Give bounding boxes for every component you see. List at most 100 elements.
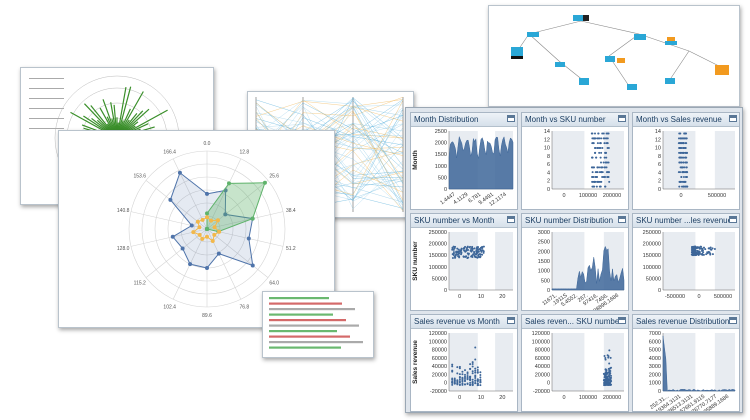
y-tick-label: 6 (547, 162, 550, 168)
scatter-point (599, 180, 602, 183)
scatter-point (453, 377, 456, 380)
scatter-point (480, 250, 483, 253)
maximize-icon[interactable] (618, 317, 626, 324)
scatter-point (471, 381, 474, 384)
matrix-panel-p21[interactable]: SKU number vs Month 250000 200000 150000 100… (410, 213, 518, 311)
matrix-panel-p13[interactable]: Month vs Sales revenue 14 12 10 8 6 4 2 0 0 500000 (632, 112, 740, 210)
scatter-point (694, 249, 697, 252)
maximize-icon[interactable] (729, 115, 737, 122)
polar-spike (116, 86, 127, 139)
scatter-point (474, 375, 477, 378)
matrix-panel-p12[interactable]: Month vs SKU number 14 12 10 8 6 4 2 0 0 100000 200… (521, 112, 629, 210)
scatter-point (685, 137, 688, 140)
scatter-point (592, 137, 595, 140)
matrix-panel-p31[interactable]: Sales revenue vs Month 120000 100000 80000 6… (410, 314, 518, 412)
scatter-point (461, 380, 464, 383)
scatter-point (600, 151, 603, 154)
scatter-point (685, 161, 688, 164)
scatter-point (467, 256, 470, 259)
panel-title: Month vs Sales revenue (633, 113, 739, 127)
maximize-icon[interactable] (729, 317, 737, 324)
radar-spoke (130, 211, 208, 230)
scatter-point (680, 161, 683, 164)
y-tick-label: 100000 (429, 339, 447, 345)
matrix-panel-p23[interactable]: SKU number ...les revenue 250000 200000 150… (632, 213, 740, 311)
scatter-point (451, 257, 454, 260)
scatter-point (460, 253, 463, 256)
panel-chart: 250000 200000 150000 100000 50000 0 0 10 20 SKU n… (412, 230, 513, 300)
radar-series-green-point (262, 180, 267, 185)
scatter-point (595, 185, 598, 188)
x-tick-label: 0 (562, 395, 565, 401)
scatter-point (685, 166, 688, 169)
matrix-panel-p22[interactable]: SKU number Distribution 3000 2500 2000 1500 1… (521, 213, 629, 311)
scatter-point (474, 358, 477, 361)
maximize-icon[interactable] (618, 216, 626, 223)
scatter-point (681, 151, 684, 154)
scatter-point (466, 372, 469, 375)
scatter-point (458, 367, 461, 370)
scatter-point (682, 185, 685, 188)
scatter-point (474, 382, 477, 385)
scatter-point (605, 156, 608, 159)
scatter-point (460, 247, 463, 250)
scatter-points (451, 245, 485, 260)
maximize-icon[interactable] (729, 216, 737, 223)
radar-spoke-label: 38.4 (286, 208, 296, 214)
scatter-point (599, 147, 602, 150)
plot-band (663, 333, 696, 391)
matrix-panel-p33[interactable]: Sales revenue Distribution 7000 6000 5000 40… (632, 314, 740, 412)
scatter-point (681, 156, 684, 159)
scatter-point (601, 176, 604, 179)
scatter-point (464, 380, 466, 383)
y-tick-label: 0 (444, 187, 447, 193)
maximize-icon[interactable] (507, 317, 515, 324)
scatter-point (479, 376, 482, 379)
panel-chart: 14 12 10 8 6 4 2 0 0 100000 200000 (544, 129, 624, 199)
scatter-point (604, 358, 607, 361)
scatter-point (591, 166, 594, 169)
x-tick-label: 0 (697, 294, 700, 300)
plot-band (603, 131, 624, 189)
scatter-point (594, 132, 597, 135)
maximize-icon[interactable] (507, 115, 515, 122)
x-tick-label: 500000 (708, 193, 726, 199)
radar-spoke (145, 228, 208, 278)
matrix-panel-p11[interactable]: Month Distribution 2500 2000 1500 1000 500 0 1.… (410, 112, 518, 210)
scatter-point (591, 185, 594, 188)
x-tick-label: 10 (478, 294, 484, 300)
y-tick-label: 500 (541, 278, 550, 284)
scatter-point (464, 369, 466, 372)
scatter-point (702, 251, 705, 254)
plot-band (714, 131, 735, 189)
scatter-point (599, 185, 602, 188)
scatter-point (679, 171, 682, 174)
scatter-point (602, 137, 605, 140)
scatter-point (598, 171, 601, 174)
scatter-point (464, 255, 467, 258)
scatter-point (597, 180, 600, 183)
radar-series-orange-point (195, 219, 200, 224)
scatter-point (609, 372, 612, 375)
panel-chart: 250020001500100050001.44474.11296.7819.4… (412, 129, 514, 208)
scatter-point (474, 367, 477, 370)
scatter-point (595, 176, 598, 179)
scatter-point (679, 147, 682, 150)
scatter-point (709, 248, 712, 251)
matrix-panel-p32[interactable]: Sales reven... SKU number 120000 100000 800… (521, 314, 629, 412)
scatter-point (606, 137, 609, 140)
scatter-point (458, 373, 461, 376)
radar-series-orange-point (215, 218, 220, 223)
scatter-point (708, 251, 711, 254)
maximize-icon[interactable] (618, 115, 626, 122)
maximize-icon[interactable] (507, 216, 515, 223)
scatter-point (476, 371, 479, 374)
scatter-point (706, 251, 709, 254)
scatter-point (477, 255, 480, 258)
scatter-points (590, 132, 611, 188)
scatter-point (456, 372, 459, 375)
x-tick-label: 100000 (579, 395, 597, 401)
scatter-point (463, 246, 466, 249)
y-tick-label: 4 (547, 170, 550, 176)
y-tick-label: 120000 (532, 331, 550, 337)
